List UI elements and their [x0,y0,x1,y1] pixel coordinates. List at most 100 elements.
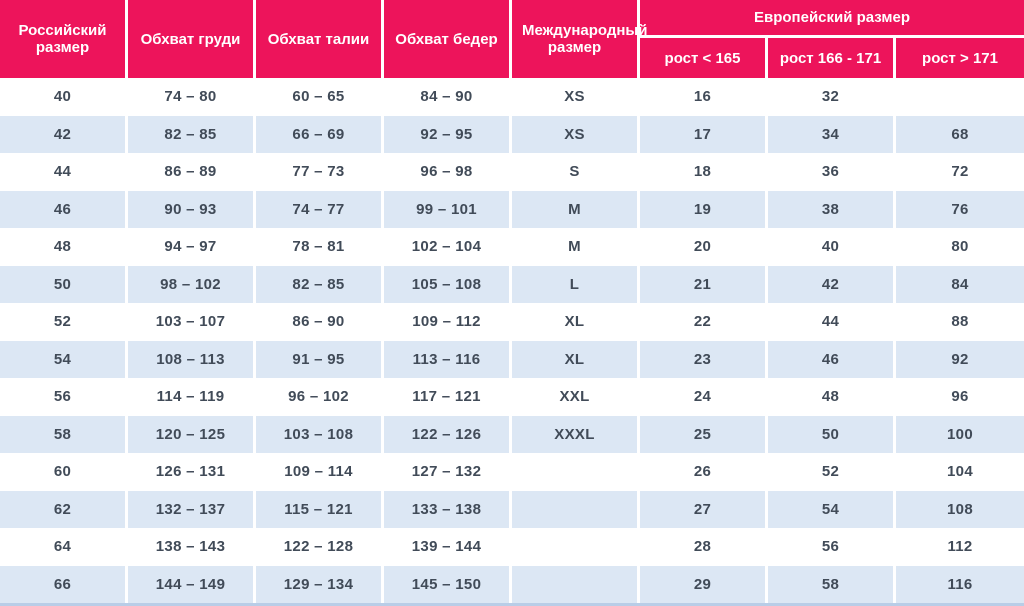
cell: 88 [951,313,969,331]
col-header-height-166-171: рост 166 - 171 [768,38,896,78]
cell: 16 [640,78,768,116]
cell: 40 [0,78,128,116]
cell: 109 – 112 [384,303,512,341]
cell: 122 – 128 [256,528,384,566]
cell: 50 [768,415,896,453]
cell: XS [512,78,640,116]
cell: 138 – 143 [128,528,256,566]
cell: 78 – 81 [256,228,384,266]
cell: 100 [947,425,973,443]
cell: 108 [947,500,973,518]
cell: 96 – 98 [384,153,512,191]
cell: 72 [951,163,969,181]
cell: 18 [640,153,768,191]
cell: 74 – 80 [128,78,256,116]
cell: 116 [947,575,973,593]
cell: 96 – 102 [256,378,384,416]
cell: 56 [768,528,896,566]
cell: 129 – 134 [256,565,384,603]
cell: 108 – 113 [128,340,256,378]
table-row: 42 82 – 85 66 – 69 92 – 95 XS 17 34 68 [0,115,1024,153]
cell: 50 [0,265,128,303]
cell: M [512,190,640,228]
cell: 44 [0,153,128,191]
cell: 66 [0,565,128,603]
cell: 145 – 150 [384,565,512,603]
table-row: 56 114 – 119 96 – 102 117 – 121 XXL 24 48 96 [0,378,1024,416]
cell [512,453,640,491]
cell [512,565,640,603]
cell: 103 – 108 [256,415,384,453]
cell: 132 – 137 [128,490,256,528]
cell: 48 [768,378,896,416]
cell: 96 [951,388,969,406]
cell: 117 – 121 [384,378,512,416]
cell: 98 – 102 [128,265,256,303]
cell: L [512,265,640,303]
table-row: 50 98 – 102 82 – 85 105 – 108 L 21 42 84 [0,265,1024,303]
col-header-chest: Обхват груди [128,0,256,78]
cell: 54 [0,340,128,378]
table-row: 60 126 – 131 109 – 114 127 – 132 26 52 104 [0,453,1024,491]
cell: 20 [640,228,768,266]
cell [512,490,640,528]
cell: 54 [768,490,896,528]
table-row: 48 94 – 97 78 – 81 102 – 104 M 20 40 80 [0,228,1024,266]
cell: 46 [768,340,896,378]
cell: 42 [0,115,128,153]
cell: 91 – 95 [256,340,384,378]
cell: 84 – 90 [384,78,512,116]
cell: 23 [640,340,768,378]
cell: XL [512,303,640,341]
cell: 36 [768,153,896,191]
cell: 56 [0,378,128,416]
cell: 62 [0,490,128,528]
table-row: 40 74 – 80 60 – 65 84 – 90 XS 16 32 [0,78,1024,116]
cell: 109 – 114 [256,453,384,491]
cell: 52 [0,303,128,341]
table-header: Российский размер Обхват груди Обхват та… [0,0,1024,78]
cell: 77 – 73 [256,153,384,191]
cell: 82 – 85 [256,265,384,303]
cell: 120 – 125 [128,415,256,453]
cell: 113 – 116 [384,340,512,378]
table-body: 40 74 – 80 60 – 65 84 – 90 XS 16 32 42 82 – 85 66… [0,78,1024,603]
cell: 102 – 104 [384,228,512,266]
cell: 21 [640,265,768,303]
cell: 105 – 108 [384,265,512,303]
cell: 104 [947,463,973,481]
table-row: 64 138 – 143 122 – 128 139 – 144 28 56 112 [0,528,1024,566]
cell: 64 [0,528,128,566]
cell: S [512,153,640,191]
cell: 27 [640,490,768,528]
cell: 92 [951,350,969,368]
cell: 92 – 95 [384,115,512,153]
cell: 26 [640,453,768,491]
cell: XXXL [512,415,640,453]
cell: 48 [0,228,128,266]
cell: 82 – 85 [128,115,256,153]
table-row: 58 120 – 125 103 – 108 122 – 126 XXXL 25 50 100 [0,415,1024,453]
cell: 144 – 149 [128,565,256,603]
cell: 19 [640,190,768,228]
col-header-waist: Обхват талии [256,0,384,78]
cell: 115 – 121 [256,490,384,528]
cell: 84 [951,275,969,293]
header-row-sub: рост < 165 рост 166 - 171 рост > 171 [0,38,1024,78]
cell: 58 [768,565,896,603]
cell: 17 [640,115,768,153]
col-header-international-size: Международный размер [512,0,647,78]
cell: 122 – 126 [384,415,512,453]
cell: 139 – 144 [384,528,512,566]
cell: XL [512,340,640,378]
cell: 126 – 131 [128,453,256,491]
table-row: 54 108 – 113 91 – 95 113 – 116 XL 23 46 92 [0,340,1024,378]
cell: 52 [768,453,896,491]
cell: 76 [951,200,969,218]
cell: 114 – 119 [128,378,256,416]
cell: 29 [640,565,768,603]
cell: 86 – 89 [128,153,256,191]
table-row: 44 86 – 89 77 – 73 96 – 98 S 18 36 72 [0,153,1024,191]
cell: 133 – 138 [384,490,512,528]
cell: 103 – 107 [128,303,256,341]
